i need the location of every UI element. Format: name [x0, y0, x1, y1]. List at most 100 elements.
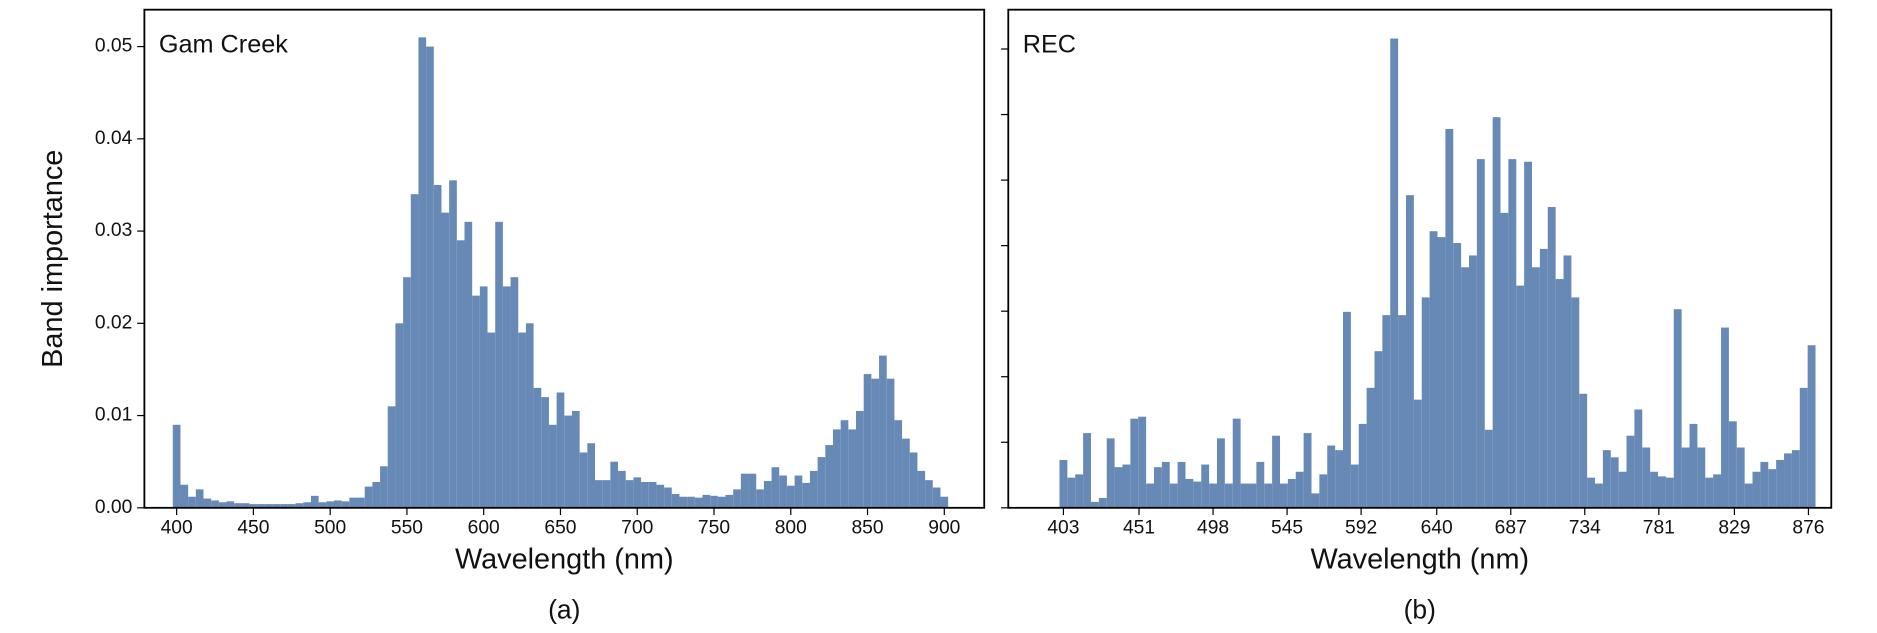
bar	[441, 212, 450, 508]
bar	[610, 461, 619, 508]
bar	[433, 184, 442, 508]
bar	[809, 470, 818, 508]
bar	[495, 221, 503, 508]
bar	[1658, 476, 1666, 508]
y-tick-label: 0.01	[95, 405, 132, 426]
bar	[464, 221, 473, 508]
bar	[195, 489, 204, 508]
bar	[556, 392, 565, 508]
bar	[1335, 450, 1343, 508]
y-tick-label: 0.05	[95, 36, 132, 57]
bar	[395, 323, 404, 508]
bar	[479, 286, 488, 508]
bar	[886, 378, 895, 508]
bar	[794, 475, 803, 508]
bar	[1807, 345, 1816, 508]
caption: (b)	[1404, 594, 1436, 624]
x-tick-label: 700	[621, 517, 653, 538]
plot-frame	[143, 8, 986, 509]
bar	[1595, 483, 1603, 508]
bar	[656, 484, 665, 508]
bar	[917, 470, 926, 508]
bar	[1634, 409, 1643, 508]
y-tick-label: 0.04	[95, 128, 133, 149]
bar	[1532, 267, 1540, 508]
bar	[226, 501, 235, 508]
bar	[380, 466, 388, 508]
panel-title: REC	[1023, 30, 1076, 58]
bar	[211, 500, 219, 508]
bar	[1303, 433, 1312, 508]
bar	[1413, 399, 1422, 508]
bar	[1563, 255, 1572, 508]
bar	[771, 467, 780, 508]
x-tick-label: 400	[161, 517, 193, 538]
bar	[1248, 483, 1257, 508]
bar	[310, 495, 319, 508]
x-tick-label: 876	[1792, 517, 1824, 538]
bar	[1555, 279, 1564, 508]
bar	[287, 504, 296, 508]
bar	[1390, 38, 1399, 508]
bar	[280, 504, 288, 508]
x-tick-label: 800	[775, 517, 807, 538]
bar	[1130, 418, 1139, 508]
bar	[671, 493, 680, 508]
bar	[1067, 477, 1076, 508]
bar	[1508, 159, 1517, 508]
bar	[625, 480, 634, 508]
bar	[725, 494, 734, 508]
bar	[687, 496, 695, 508]
bar	[449, 180, 457, 508]
bar	[925, 480, 933, 508]
x-tick-label: 498	[1197, 517, 1229, 538]
bar	[879, 355, 887, 508]
x-tick-label: 781	[1643, 517, 1675, 538]
bar	[1295, 471, 1304, 508]
bar	[1760, 461, 1769, 508]
bar	[817, 457, 826, 508]
x-tick-label: 734	[1569, 517, 1601, 538]
bar	[1728, 421, 1737, 508]
x-tick-label: 650	[544, 517, 576, 538]
bar	[334, 500, 342, 508]
bar	[403, 277, 411, 508]
bar	[1484, 429, 1493, 508]
bar	[272, 504, 281, 508]
bar	[1768, 469, 1777, 508]
bar	[909, 452, 918, 508]
bar	[1476, 159, 1485, 508]
bar	[1366, 387, 1375, 508]
bar	[234, 503, 242, 508]
bar	[1445, 128, 1454, 508]
bar	[241, 503, 250, 508]
bar	[717, 496, 726, 508]
x-tick-label: 550	[391, 517, 423, 538]
bar	[1256, 461, 1265, 508]
bar	[1602, 450, 1611, 508]
bar	[694, 497, 703, 508]
bar	[840, 420, 849, 508]
bar	[1713, 474, 1722, 508]
bar	[341, 501, 350, 508]
bar	[1193, 481, 1202, 508]
bar	[1405, 195, 1414, 508]
x-tick-label: 450	[237, 517, 269, 538]
x-axis-label: Wavelength (nm)	[455, 543, 674, 575]
bar	[1075, 474, 1084, 508]
bar	[1279, 483, 1288, 508]
bar	[326, 501, 335, 508]
bar	[1784, 453, 1792, 508]
bar	[418, 37, 427, 508]
bar	[1744, 483, 1753, 508]
bar	[1216, 438, 1225, 508]
bar	[779, 475, 787, 508]
bar	[641, 481, 649, 508]
bar	[1705, 477, 1714, 508]
bar	[648, 481, 657, 508]
bar	[456, 240, 465, 508]
bar	[1201, 464, 1210, 508]
bar	[1681, 447, 1690, 508]
bar	[1090, 501, 1099, 508]
bar	[264, 504, 273, 508]
